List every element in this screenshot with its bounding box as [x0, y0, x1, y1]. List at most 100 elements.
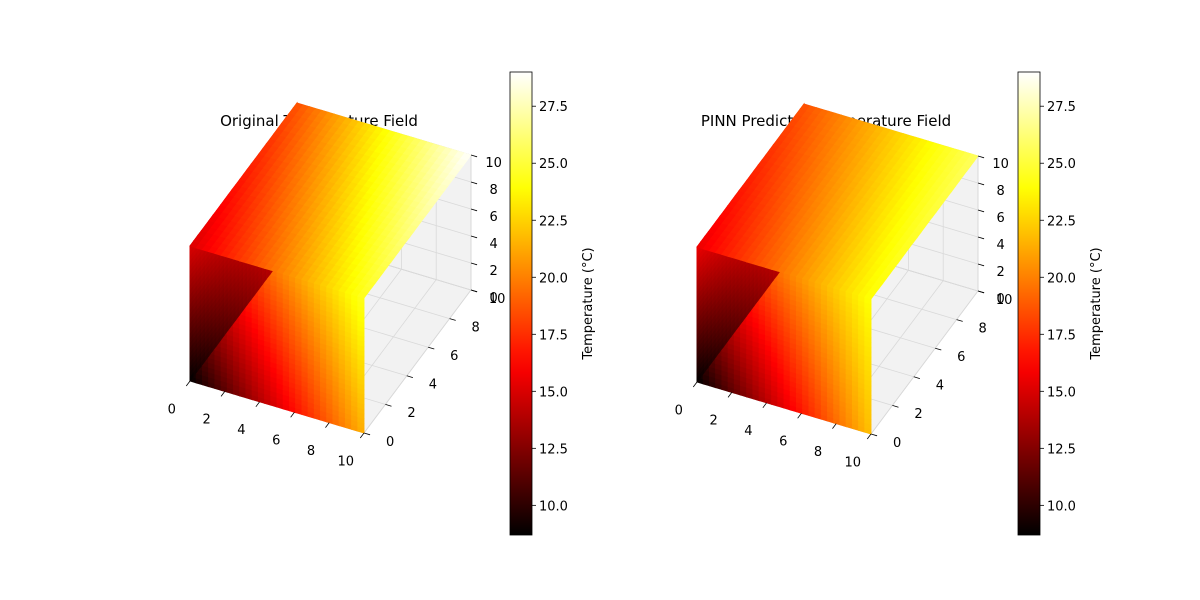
x-tick-label: 2 [202, 413, 210, 428]
z-tick-mark [470, 235, 478, 239]
y-tick-mark [363, 432, 371, 436]
z-tick-mark [470, 181, 478, 185]
colorbar-tick-label: 17.5 [539, 328, 568, 343]
x-tick-label: 2 [709, 414, 717, 429]
x-tick-mark [762, 402, 767, 409]
temperature-cube [696, 102, 979, 435]
x-tick-label: 10 [338, 454, 355, 469]
z-tick-label: 0 [996, 292, 1004, 307]
x-tick-label: 0 [675, 403, 683, 418]
colorbar-tick-label: 22.5 [539, 214, 568, 229]
x-tick-label: 6 [272, 434, 280, 449]
x-tick-label: 8 [307, 444, 315, 459]
y-tick-label: 8 [472, 320, 480, 335]
colorbar-tick-label: 27.5 [539, 100, 568, 115]
x-tick-mark [325, 422, 330, 428]
z-tick-label: 6 [489, 210, 497, 225]
y-tick-label: 0 [893, 436, 901, 451]
z-tick-mark [470, 208, 478, 212]
colorbar-gradient [1017, 71, 1041, 536]
y-tick-label: 10 [489, 292, 506, 307]
temperature-cube [189, 101, 472, 434]
x-tick-label: 10 [845, 455, 862, 470]
z-tick-mark [977, 263, 985, 267]
y-tick-label: 6 [450, 349, 458, 364]
colorbar-tick-label: 15.0 [1047, 385, 1076, 400]
y-tick-label: 10 [996, 293, 1013, 308]
x-tick-mark [255, 401, 260, 408]
colorbar-tick-label: 10.0 [539, 499, 568, 514]
x-tick-mark [727, 392, 733, 398]
colorbar-tick-label: 22.5 [1047, 214, 1076, 229]
z-tick-mark [977, 209, 985, 213]
x-tick-label: 4 [744, 424, 752, 439]
colorbar-tick-label: 15.0 [539, 385, 568, 400]
x-tick-mark [220, 391, 226, 397]
y-tick-mark [385, 404, 392, 407]
colorbar-tick-label: 12.5 [539, 442, 568, 457]
z-tick-label: 2 [996, 265, 1004, 280]
colorbar-tick-label: 10.0 [1047, 499, 1076, 514]
z-tick-label: 6 [996, 211, 1004, 226]
x-tick-mark [290, 411, 295, 418]
x-tick-mark [866, 433, 872, 440]
y-tick-mark [935, 347, 942, 351]
y-tick-mark [449, 318, 456, 321]
y-tick-label: 8 [979, 321, 987, 336]
colorbar-label: Temperature (°C) [581, 247, 596, 360]
colorbar-tick-label: 20.0 [539, 271, 568, 286]
y-tick-mark [870, 433, 878, 437]
z-tick-label: 10 [992, 157, 1009, 172]
y-tick-label: 4 [936, 379, 944, 394]
colorbar-label: Temperature (°C) [1089, 247, 1104, 360]
y-tick-label: 2 [407, 406, 415, 421]
x-tick-mark [797, 412, 802, 419]
z-tick-label: 10 [485, 156, 502, 171]
cube-top-face [696, 103, 979, 300]
z-tick-mark [977, 182, 985, 186]
plot-original: Original Temperature Field 0002224446668… [168, 71, 596, 536]
x-tick-mark [359, 432, 365, 439]
y-tick-mark [956, 319, 963, 322]
z-tick-label: 0 [489, 291, 497, 306]
x-tick-label: 6 [779, 435, 787, 450]
colorbar-tick-label: 25.0 [539, 157, 568, 172]
colorbar-tick-label: 12.5 [1047, 442, 1076, 457]
cube-top-face [189, 102, 472, 299]
z-tick-label: 2 [489, 264, 497, 279]
y-tick-mark [913, 376, 921, 380]
colorbar: 10.0 12.5 15.0 17.5 20.0 22.5 25.0 27.5 Temperat… [509, 71, 596, 536]
y-tick-mark [428, 346, 435, 350]
y-tick-label: 6 [957, 350, 965, 365]
z-tick-label: 4 [489, 237, 497, 252]
z-tick-mark [470, 262, 478, 266]
x-tick-mark [692, 381, 698, 388]
colorbar-tick-label: 17.5 [1047, 328, 1076, 343]
z-tick-mark [977, 155, 985, 159]
colorbar: 10.0 12.5 15.0 17.5 20.0 22.5 25.0 27.5 Temperat… [1017, 71, 1104, 536]
colorbar-tick-label: 25.0 [1047, 157, 1076, 172]
z-tick-label: 4 [996, 238, 1004, 253]
y-tick-mark [892, 405, 899, 408]
y-tick-label: 4 [429, 378, 437, 393]
y-tick-label: 0 [386, 435, 394, 450]
y-tick-mark [977, 290, 985, 294]
x-tick-label: 0 [168, 402, 176, 417]
x-tick-label: 8 [814, 445, 822, 460]
y-tick-mark [406, 375, 414, 379]
y-tick-label: 2 [914, 407, 922, 422]
colorbar-gradient [509, 71, 533, 536]
z-tick-mark [470, 154, 478, 158]
x-tick-mark [832, 423, 837, 429]
colorbar-tick-label: 27.5 [1047, 100, 1076, 115]
z-tick-label: 8 [996, 184, 1004, 199]
z-tick-mark [977, 236, 985, 240]
colorbar-tick-label: 20.0 [1047, 271, 1076, 286]
x-tick-mark [185, 380, 191, 387]
y-tick-mark [470, 289, 478, 293]
z-tick-label: 8 [489, 183, 497, 198]
